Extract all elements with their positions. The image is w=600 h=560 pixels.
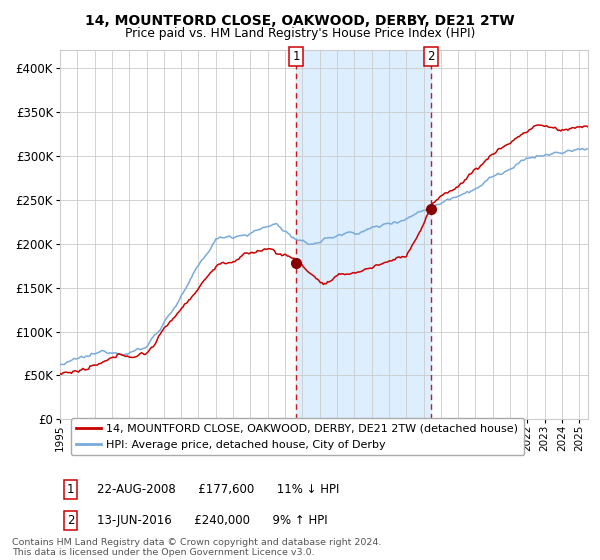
Text: 13-JUN-2016      £240,000      9% ↑ HPI: 13-JUN-2016 £240,000 9% ↑ HPI [97,514,328,527]
Text: Price paid vs. HM Land Registry's House Price Index (HPI): Price paid vs. HM Land Registry's House … [125,27,475,40]
Text: 2: 2 [427,50,435,63]
Text: 14, MOUNTFORD CLOSE, OAKWOOD, DERBY, DE21 2TW: 14, MOUNTFORD CLOSE, OAKWOOD, DERBY, DE2… [85,14,515,28]
Text: 1: 1 [67,483,74,496]
Legend: 14, MOUNTFORD CLOSE, OAKWOOD, DERBY, DE21 2TW (detached house), HPI: Average pri: 14, MOUNTFORD CLOSE, OAKWOOD, DERBY, DE2… [71,418,524,455]
Text: 2: 2 [67,514,74,527]
Text: 22-AUG-2008      £177,600      11% ↓ HPI: 22-AUG-2008 £177,600 11% ↓ HPI [97,483,340,496]
Bar [296,50,431,419]
Text: Contains HM Land Registry data © Crown copyright and database right 2024.
This d: Contains HM Land Registry data © Crown c… [12,538,382,557]
Text: 1: 1 [292,50,300,63]
